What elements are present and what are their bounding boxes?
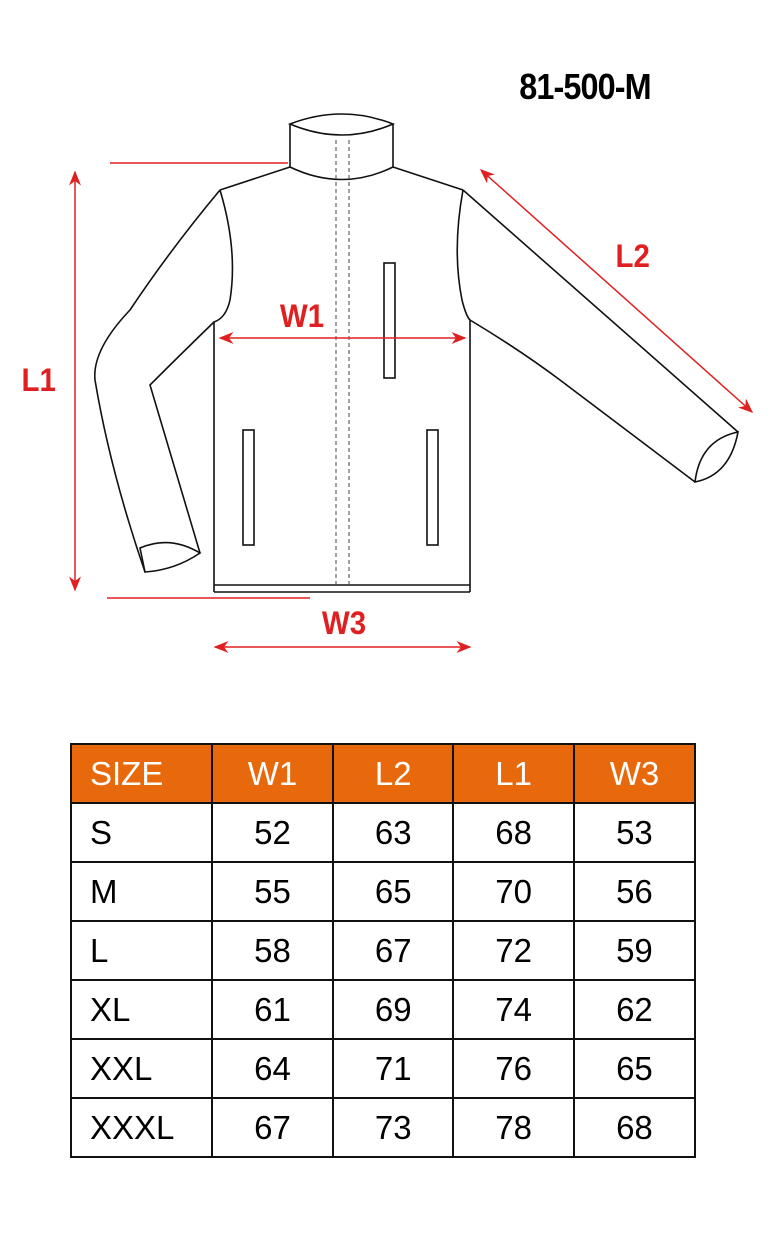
w1-label: W1 [279,298,325,334]
table-row: S 52 63 68 53 [70,802,697,863]
cell-l1: 74 [452,979,575,1040]
cell-w3: 56 [572,861,697,922]
header-size: SIZE [70,743,213,804]
w3-label: W3 [321,605,367,641]
size-table: SIZE W1 L2 L1 W3 S 52 63 68 53 M 55 65 70 56 L 58 67… [70,743,697,1158]
cell-l2: 63 [332,802,455,863]
table-row: M 55 65 70 56 [70,861,697,922]
l2-label: L2 [615,238,650,274]
model-number: 81-500-M [519,66,651,107]
cell-w3: 62 [572,979,697,1040]
cell-w1: 55 [210,861,335,922]
cell-l2: 67 [332,920,455,981]
jacket-outline [94,113,740,593]
table-row: XXL 64 71 76 65 [70,1038,697,1099]
cell-l1: 76 [452,1038,575,1099]
cell-l2: 73 [332,1097,455,1158]
table-header-row: SIZE W1 L2 L1 W3 [70,743,697,804]
cell-size: XL [70,979,213,1040]
cell-size: L [70,920,213,981]
cell-l2: 71 [332,1038,455,1099]
header-l2: L2 [332,743,455,804]
table-row: L 58 67 72 59 [70,920,697,981]
header-w1: W1 [210,743,335,804]
header-w3: W3 [572,743,697,804]
cell-w1: 67 [210,1097,335,1158]
cell-l2: 69 [332,979,455,1040]
cell-w1: 52 [210,802,335,863]
cell-size: XXXL [70,1097,213,1158]
cell-l2: 65 [332,861,455,922]
cell-l1: 72 [452,920,575,981]
cell-size: M [70,861,213,922]
cell-w1: 58 [210,920,335,981]
cell-size: XXL [70,1038,213,1099]
l1-label: L1 [21,362,56,398]
cell-size: S [70,802,213,863]
table-row: XXXL 67 73 78 68 [70,1097,697,1158]
table-row: XL 61 69 74 62 [70,979,697,1040]
l2-arrow [479,169,754,413]
header-l1: L1 [452,743,575,804]
cell-w3: 65 [572,1038,697,1099]
zipper-seam [335,140,350,585]
jacket-diagram [69,113,754,653]
measurement-lines [69,162,754,653]
cell-l1: 70 [452,861,575,922]
cell-w3: 53 [572,802,697,863]
cell-w1: 61 [210,979,335,1040]
cell-w3: 68 [572,1097,697,1158]
cell-w3: 59 [572,920,697,981]
cell-w1: 64 [210,1038,335,1099]
cell-l1: 78 [452,1097,575,1158]
cell-l1: 68 [452,802,575,863]
